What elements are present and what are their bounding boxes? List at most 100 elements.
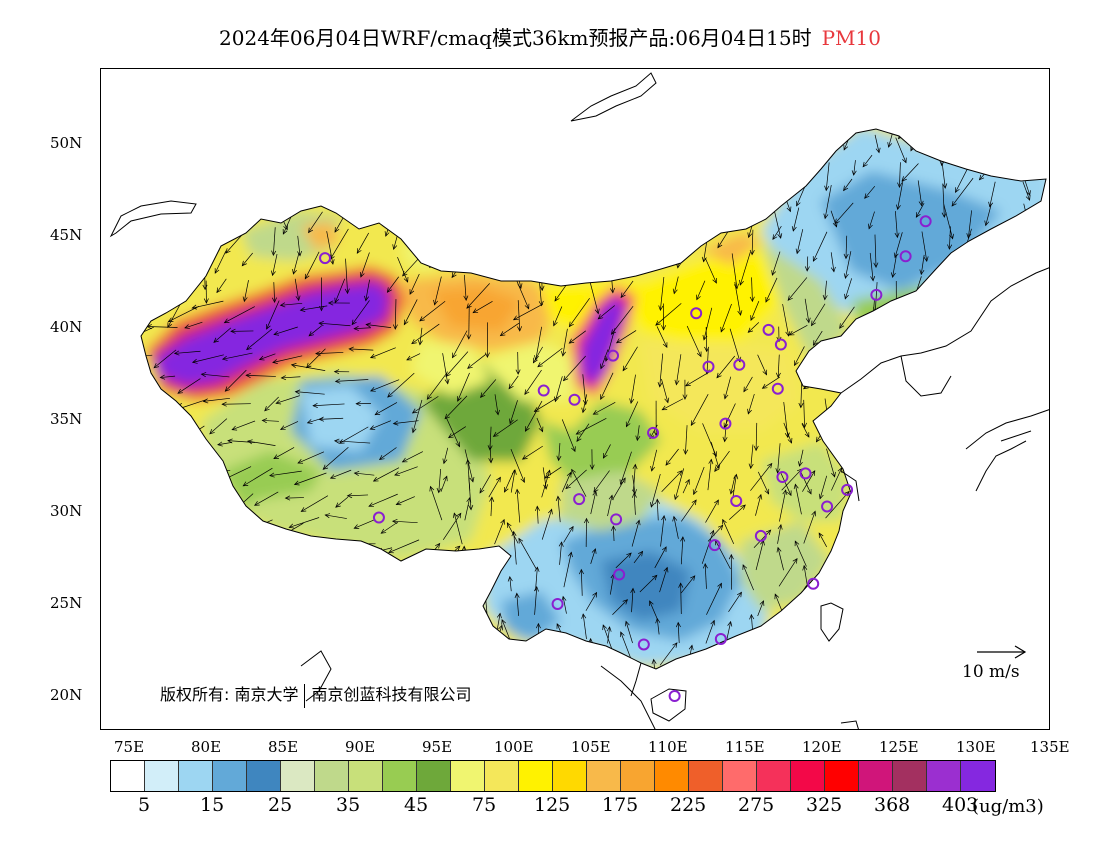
wind-arrow bbox=[659, 566, 669, 593]
wind-arrow bbox=[778, 557, 798, 587]
wind-arrow bbox=[488, 476, 501, 498]
wind-arrow bbox=[387, 372, 415, 398]
neighbor-outlines bbox=[109, 72, 1049, 729]
wind-arrow bbox=[701, 529, 715, 564]
lon-label-110e: 110E bbox=[648, 738, 688, 756]
colorbar-swatch bbox=[145, 761, 179, 791]
wind-arrow bbox=[369, 347, 396, 359]
wind-arrow bbox=[650, 473, 661, 508]
wind-arrow bbox=[873, 234, 879, 269]
wind-arrow bbox=[563, 525, 574, 543]
wind-arrow bbox=[765, 277, 778, 303]
wind-arrow bbox=[655, 303, 682, 326]
colorbar-tick-label: 225 bbox=[670, 794, 707, 816]
wind-arrow bbox=[649, 424, 658, 440]
wind-arrow bbox=[571, 468, 587, 497]
wind-arrow bbox=[554, 283, 568, 302]
station-marker bbox=[799, 467, 812, 480]
lat-label-20n: 20N bbox=[50, 686, 83, 704]
wind-arrow bbox=[919, 254, 925, 276]
title-main: 2024年06月04日WRF/cmaq模式36km预报产品:06月04日15时 bbox=[219, 26, 812, 50]
station-marker bbox=[821, 500, 834, 513]
wind-arrow bbox=[901, 163, 919, 182]
wind-arrow bbox=[508, 375, 519, 390]
wind-arrow bbox=[494, 518, 505, 545]
wind-arrow bbox=[734, 281, 743, 316]
wind-arrow bbox=[534, 326, 542, 361]
wind-arrow bbox=[590, 490, 598, 515]
colorbar-swatch bbox=[111, 761, 145, 791]
wind-arrow bbox=[683, 425, 689, 455]
wind-arrow bbox=[489, 496, 495, 517]
wind-arrow bbox=[558, 541, 564, 565]
wind-arrow bbox=[704, 326, 710, 353]
wind-arrow bbox=[534, 566, 540, 591]
wind-arrow bbox=[673, 468, 685, 501]
wind-arrow bbox=[324, 513, 347, 519]
wind-arrow bbox=[273, 326, 298, 336]
wind-arrow bbox=[515, 352, 521, 375]
wind-arrow bbox=[288, 517, 320, 529]
station-marker bbox=[568, 393, 581, 406]
wind-arrow bbox=[704, 257, 717, 284]
wind-arrow bbox=[553, 306, 563, 327]
wind-arrow bbox=[318, 416, 344, 422]
wind-arrow bbox=[457, 372, 470, 402]
colorbar-swatch bbox=[689, 761, 723, 791]
wind-arrow bbox=[436, 468, 442, 494]
wind-arrow bbox=[521, 445, 543, 460]
lat-label-45n: 45N bbox=[50, 226, 83, 244]
colorbar-unit: (ug/m3) bbox=[972, 796, 1044, 817]
wind-arrow bbox=[1022, 181, 1031, 201]
wind-arrow bbox=[575, 418, 607, 435]
wind-arrow bbox=[261, 418, 279, 424]
china-outline bbox=[140, 128, 1047, 670]
station-marker bbox=[702, 360, 715, 373]
wind-arrow bbox=[344, 258, 350, 295]
wind-arrow bbox=[682, 379, 688, 400]
colorbar-tick-label: 35 bbox=[336, 794, 361, 816]
wind-arrow bbox=[565, 469, 587, 490]
station-marker bbox=[776, 471, 789, 484]
wind-arrow bbox=[466, 305, 472, 340]
wind-arrow bbox=[802, 564, 808, 588]
wind-arrow bbox=[659, 642, 678, 666]
wind-arrow bbox=[271, 227, 277, 257]
wind-arrow bbox=[597, 305, 615, 320]
wind-arrow bbox=[374, 402, 398, 416]
wind-arrow bbox=[561, 595, 567, 614]
wind-arrow bbox=[426, 373, 447, 400]
wind-arrow bbox=[681, 499, 697, 522]
wind-arrow bbox=[356, 232, 370, 254]
wind-arrow bbox=[346, 493, 369, 499]
wind-arrow bbox=[501, 618, 512, 643]
wind-arrow bbox=[951, 177, 974, 207]
wind-arrow bbox=[702, 562, 708, 589]
wind-arrow bbox=[894, 211, 900, 239]
wind-arrow bbox=[304, 251, 320, 280]
wind-arrow bbox=[680, 575, 696, 594]
copyright-right: 南京创蓝科技有限公司 bbox=[311, 685, 472, 704]
wind-arrow bbox=[554, 376, 563, 403]
wind-arrow bbox=[788, 325, 808, 336]
wind-arrow bbox=[782, 303, 791, 337]
wind-arrow bbox=[322, 447, 349, 470]
wind-arrow bbox=[512, 303, 544, 321]
lon-label-130e: 130E bbox=[956, 738, 996, 756]
wind-arrow bbox=[446, 418, 461, 448]
wind-arrow bbox=[843, 251, 852, 279]
wind-arrow bbox=[364, 279, 370, 302]
station-marker bbox=[730, 494, 743, 507]
wind-arrow bbox=[630, 587, 636, 613]
wind-arrow bbox=[510, 448, 526, 483]
wind-arrow bbox=[242, 467, 273, 487]
colorbar-swatch bbox=[485, 761, 519, 791]
wind-arrow bbox=[864, 185, 876, 199]
station-marker bbox=[647, 426, 660, 439]
wind-arrow bbox=[818, 475, 828, 500]
wind-arrow bbox=[775, 443, 781, 474]
wind-arrow bbox=[895, 180, 904, 211]
lat-label-40n: 40N bbox=[50, 318, 83, 336]
colorbar-tick-label: 5 bbox=[138, 794, 151, 816]
station-marker bbox=[319, 252, 332, 265]
